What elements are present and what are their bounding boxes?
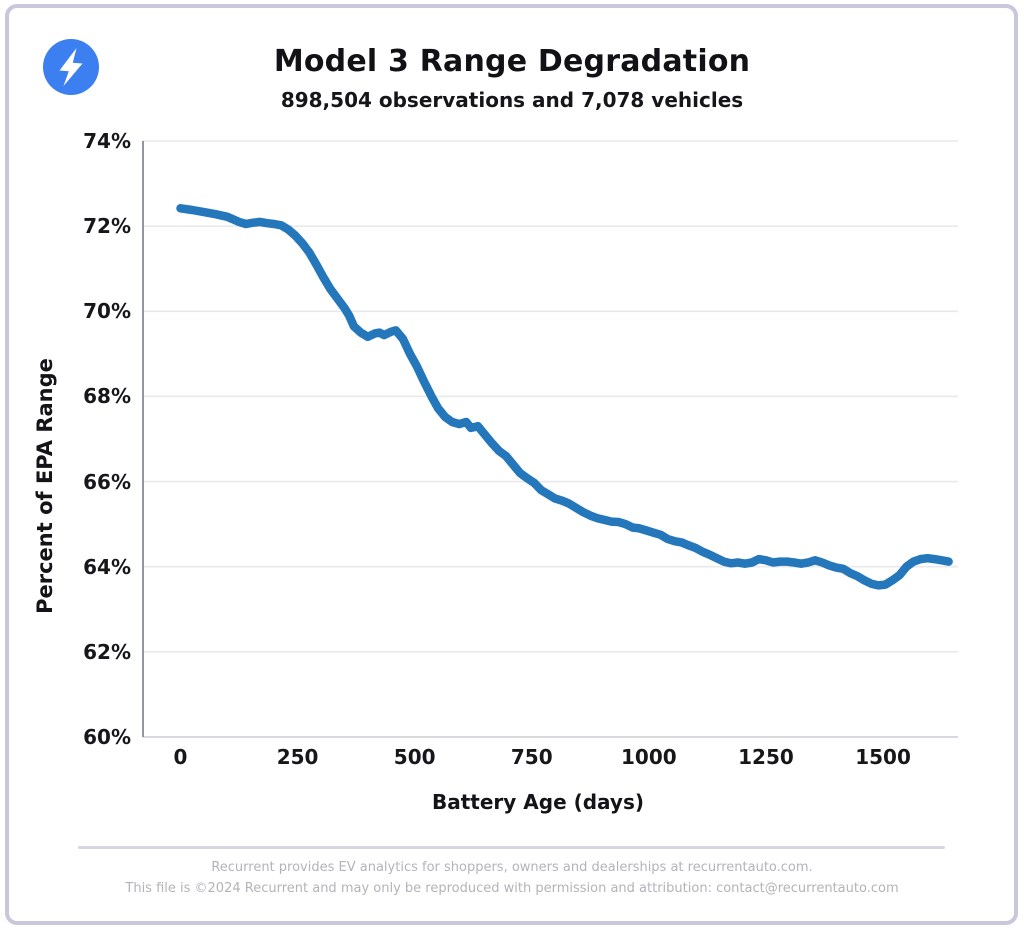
x-tick-label: 250: [276, 745, 319, 769]
x-axis-title: Battery Age (days): [431, 790, 645, 814]
chart-title: Model 3 Range Degradation: [273, 44, 751, 79]
range-degradation-line: [176, 204, 953, 590]
footer-attribution-line2: This file is ©2024 Recurrent and may onl…: [125, 881, 899, 896]
y-axis-title: Percent of EPA Range: [33, 358, 57, 614]
chart-subtitle: 898,504 observations and 7,078 vehicles: [280, 88, 744, 112]
x-tick-label: 1250: [738, 745, 794, 769]
x-tick-label: 1000: [621, 745, 677, 769]
y-tick-label: 68%: [83, 384, 131, 409]
y-tick-label: 60%: [83, 725, 131, 749]
x-tick-label: 750: [510, 745, 553, 769]
x-tick-label: 500: [393, 745, 436, 769]
y-tick-label: 64%: [83, 554, 131, 579]
y-tick-label: 66%: [83, 469, 131, 494]
recurrent-logo: [43, 39, 99, 95]
footer-divider: [78, 846, 945, 849]
y-tick-label: 72%: [83, 214, 131, 239]
y-tick-label: 70%: [83, 299, 131, 324]
x-tick-label: 1500: [855, 745, 911, 769]
footer-attribution-line1: Recurrent provides EV analytics for shop…: [211, 860, 813, 875]
y-tick-label: 74%: [83, 129, 131, 153]
x-tick-label: 0: [173, 745, 188, 769]
lightning-bolt-icon: [43, 39, 99, 95]
y-tick-label: 62%: [83, 639, 131, 664]
